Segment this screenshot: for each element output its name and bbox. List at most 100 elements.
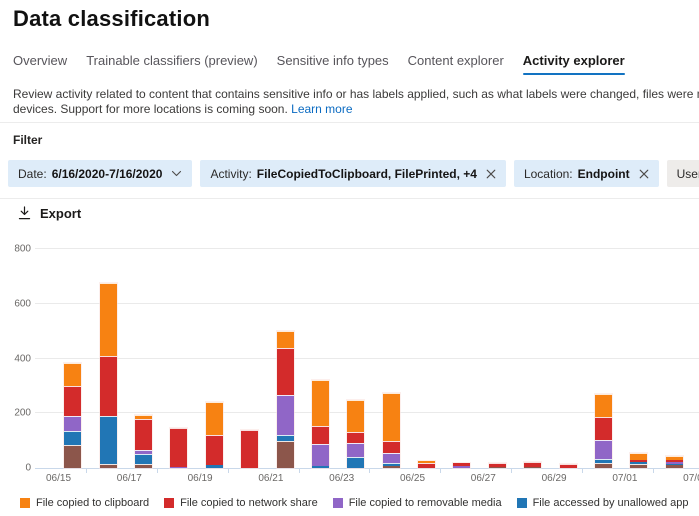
close-icon[interactable] bbox=[639, 169, 649, 179]
segment-file-copied-to-network-share[interactable] bbox=[170, 428, 188, 467]
filter-pill-activity[interactable]: Activity: FileCopiedToClipboard, FilePrin… bbox=[200, 160, 506, 187]
close-icon[interactable] bbox=[486, 169, 496, 179]
bar-06-26[interactable] bbox=[452, 462, 472, 469]
segment-file-printed[interactable] bbox=[99, 463, 117, 468]
segment-file-copied-to-removable-media[interactable] bbox=[665, 461, 683, 464]
filter-pill-date[interactable]: Date: 6/16/2020-7/16/2020 bbox=[8, 160, 193, 187]
segment-file-printed[interactable] bbox=[524, 466, 542, 468]
segment-file-copied-to-network-share[interactable] bbox=[241, 429, 259, 468]
segment-file-accessed-by-unallowed-app[interactable] bbox=[134, 454, 152, 464]
bar-06-18[interactable] bbox=[169, 427, 189, 469]
segment-file-copied-to-network-share[interactable] bbox=[99, 355, 117, 416]
chevron-down-icon[interactable] bbox=[171, 168, 182, 179]
segment-file-copied-to-clipboard[interactable] bbox=[382, 392, 400, 441]
bar-06-27[interactable] bbox=[487, 462, 507, 469]
segment-file-printed[interactable] bbox=[134, 463, 152, 468]
segment-file-copied-to-network-share[interactable] bbox=[311, 425, 329, 444]
tab-activity-explorer[interactable]: Activity explorer bbox=[522, 53, 625, 75]
bar-06-16[interactable] bbox=[98, 282, 118, 469]
legend-item-file-copied-to-clipboard[interactable]: File copied to clipboard bbox=[20, 497, 149, 509]
bar-06-21[interactable] bbox=[275, 330, 295, 469]
segment-file-copied-to-network-share[interactable] bbox=[205, 435, 223, 466]
segment-file-copied-to-removable-media[interactable] bbox=[595, 440, 613, 459]
segment-file-copied-to-network-share[interactable] bbox=[453, 463, 471, 467]
segment-file-copied-to-network-share[interactable] bbox=[665, 459, 683, 462]
bar-slot bbox=[586, 393, 621, 469]
segment-file-copied-to-network-share[interactable] bbox=[134, 418, 152, 451]
segment-file-copied-to-clipboard[interactable] bbox=[205, 402, 223, 436]
segment-file-accessed-by-unallowed-app[interactable] bbox=[630, 461, 648, 464]
segment-file-copied-to-clipboard[interactable] bbox=[665, 455, 683, 460]
segment-file-copied-to-removable-media[interactable] bbox=[276, 395, 294, 436]
segment-file-accessed-by-unallowed-app[interactable] bbox=[276, 435, 294, 441]
tab-content-explorer[interactable]: Content explorer bbox=[407, 53, 504, 68]
bar-07-02[interactable] bbox=[664, 454, 684, 470]
segment-file-copied-to-network-share[interactable] bbox=[595, 416, 613, 441]
tab-overview[interactable]: Overview bbox=[13, 53, 68, 68]
gridline bbox=[35, 412, 699, 414]
segment-file-copied-to-network-share[interactable] bbox=[64, 385, 82, 416]
filter-pill-user[interactable]: User:Any bbox=[666, 160, 699, 187]
segment-file-copied-to-clipboard[interactable] bbox=[99, 283, 117, 356]
segment-file-copied-to-removable-media[interactable] bbox=[382, 453, 400, 463]
segment-file-copied-to-clipboard[interactable] bbox=[630, 452, 648, 460]
segment-file-copied-to-removable-media[interactable] bbox=[347, 443, 365, 458]
segment-file-copied-to-clipboard[interactable] bbox=[134, 414, 152, 419]
filter-pill-location[interactable]: Location: Endpoint bbox=[513, 160, 659, 187]
segment-file-copied-to-network-share[interactable] bbox=[524, 461, 542, 467]
bar-06-15[interactable] bbox=[63, 361, 83, 470]
segment-file-accessed-by-unallowed-app[interactable] bbox=[99, 416, 117, 464]
bar-06-23[interactable] bbox=[346, 398, 366, 470]
segment-file-copied-to-removable-media[interactable] bbox=[453, 466, 471, 468]
learn-more-link[interactable]: Learn more bbox=[291, 101, 353, 116]
segment-file-copied-to-removable-media[interactable] bbox=[134, 450, 152, 455]
segment-file-accessed-by-unallowed-app[interactable] bbox=[205, 465, 223, 468]
segment-file-copied-to-removable-media[interactable] bbox=[64, 416, 82, 432]
legend-item-file-accessed-by-unallowed-app[interactable]: File accessed by unallowed app bbox=[516, 497, 689, 509]
bar-06-24[interactable] bbox=[381, 391, 401, 470]
segment-file-copied-to-removable-media[interactable] bbox=[311, 443, 329, 466]
segment-file-copied-to-clipboard[interactable] bbox=[418, 461, 436, 464]
segment-file-copied-to-network-share[interactable] bbox=[418, 463, 436, 468]
segment-file-copied-to-network-share[interactable] bbox=[276, 347, 294, 396]
bar-06-22[interactable] bbox=[310, 379, 330, 469]
tab-sensitive-info-types[interactable]: Sensitive info types bbox=[276, 53, 389, 68]
legend-item-file-copied-to-removable-media[interactable]: File copied to removable media bbox=[332, 497, 502, 509]
segment-file-accessed-by-unallowed-app[interactable] bbox=[382, 462, 400, 466]
segment-file-printed[interactable] bbox=[64, 444, 82, 468]
segment-file-copied-to-network-share[interactable] bbox=[630, 459, 648, 462]
bar-06-20[interactable] bbox=[240, 428, 260, 470]
segment-file-accessed-by-unallowed-app[interactable] bbox=[665, 463, 683, 466]
segment-file-copied-to-clipboard[interactable] bbox=[595, 394, 613, 417]
segment-file-copied-to-network-share[interactable] bbox=[347, 432, 365, 444]
segment-file-accessed-by-unallowed-app[interactable] bbox=[64, 431, 82, 445]
pill-name: Activity: bbox=[210, 166, 252, 181]
segment-file-copied-to-clipboard[interactable] bbox=[64, 362, 82, 386]
bar-06-29[interactable] bbox=[558, 462, 578, 470]
bar-07-01[interactable] bbox=[629, 451, 649, 470]
bar-06-28[interactable] bbox=[523, 460, 543, 470]
bar-06-17[interactable] bbox=[133, 413, 153, 470]
segment-file-copied-to-clipboard[interactable] bbox=[347, 399, 365, 433]
segment-file-printed[interactable] bbox=[276, 440, 294, 468]
segment-file-copied-to-clipboard[interactable] bbox=[311, 380, 329, 426]
segment-file-copied-to-network-share[interactable] bbox=[382, 440, 400, 454]
legend-item-file-copied-to-network-share[interactable]: File copied to network share bbox=[164, 497, 318, 509]
segment-file-copied-to-network-share[interactable] bbox=[559, 463, 577, 468]
segment-file-printed[interactable] bbox=[630, 463, 648, 468]
segment-file-copied-to-removable-media[interactable] bbox=[170, 466, 188, 468]
segment-file-copied-to-network-share[interactable] bbox=[488, 463, 506, 467]
segment-file-accessed-by-unallowed-app[interactable] bbox=[347, 457, 365, 468]
segment-file-accessed-by-unallowed-app[interactable] bbox=[595, 458, 613, 464]
segment-file-accessed-by-unallowed-app[interactable] bbox=[311, 465, 329, 468]
bar-06-19[interactable] bbox=[204, 401, 224, 469]
tab-trainable-classifiers-preview[interactable]: Trainable classifiers (preview) bbox=[86, 53, 258, 68]
segment-file-printed[interactable] bbox=[488, 466, 506, 468]
segment-file-copied-to-clipboard[interactable] bbox=[276, 331, 294, 348]
segment-file-printed[interactable] bbox=[382, 465, 400, 468]
bar-06-25[interactable] bbox=[417, 460, 437, 469]
export-button[interactable]: Export bbox=[18, 204, 81, 222]
segment-file-printed[interactable] bbox=[665, 465, 683, 468]
bar-06-30[interactable] bbox=[594, 393, 614, 469]
segment-file-printed[interactable] bbox=[595, 463, 613, 468]
